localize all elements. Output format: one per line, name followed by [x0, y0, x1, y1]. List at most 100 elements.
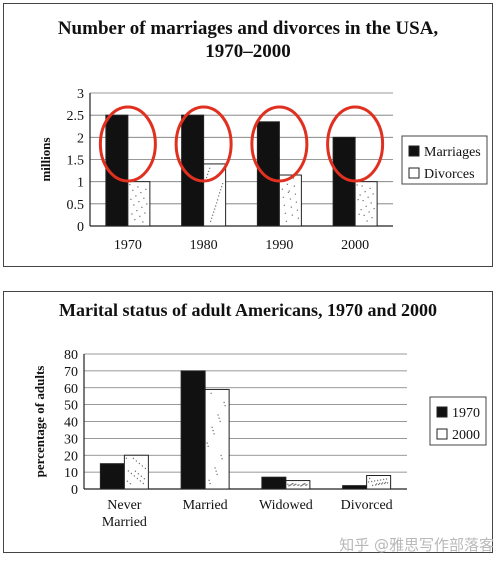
bar-texture-dot	[214, 205, 217, 207]
bar-texture-dot	[139, 215, 141, 218]
bar-texture-dot	[213, 208, 216, 210]
bar-texture-dot	[293, 185, 296, 187]
x-category-label: Married	[102, 515, 147, 530]
y-tick-label: 50	[64, 399, 78, 414]
bar-texture-dot	[300, 485, 302, 487]
bar-texture-dot	[284, 212, 287, 214]
bar-texture-dot	[137, 473, 140, 475]
bar-texture-dot	[215, 202, 218, 204]
bar-texture-dot	[375, 483, 378, 485]
y-tick-label: 1.5	[67, 154, 85, 169]
bar-texture-dot	[302, 483, 304, 486]
y-tick-label: 60	[64, 382, 78, 397]
y-tick-label: 10	[64, 466, 78, 481]
annotation-circle	[250, 105, 309, 183]
marriages-divorces-chart-panel: Number of marriages and divorces in the …	[3, 3, 493, 267]
bar-texture-dot	[130, 198, 132, 201]
y-tick-label: 20	[64, 449, 78, 464]
bar-texture-dot	[363, 214, 365, 217]
bar-texture-dot	[213, 433, 215, 435]
chart1-title: Number of marriages and divorces in the …	[4, 17, 492, 63]
chart2-title: Marital status of adult Americans, 1970 …	[59, 300, 437, 320]
bar-texture-dot	[361, 185, 363, 187]
x-category-label: 1990	[265, 238, 293, 253]
bar-texture-dot	[143, 478, 146, 480]
bar-texture-dot	[291, 483, 293, 485]
bar-texture-dot	[132, 457, 135, 460]
bar-texture-dot	[208, 479, 210, 482]
y-tick-label: 0	[77, 220, 84, 235]
bar-texture-dot	[384, 481, 387, 484]
legend-swatch	[408, 167, 420, 179]
bar-texture-dot	[210, 217, 213, 219]
annotation-circle	[326, 105, 385, 183]
legend-label: 2000	[452, 428, 480, 443]
bar-texture-dot	[217, 414, 219, 416]
bar-texture-dot	[281, 188, 284, 190]
bar-texture-dot	[144, 467, 147, 470]
bar-texture-dot	[283, 204, 286, 206]
bar-texture-dot	[305, 484, 307, 486]
bar-2000	[366, 475, 392, 490]
bar-texture-dot	[221, 458, 223, 460]
chart1-title-line1: Number of marriages and divorces in the …	[57, 18, 439, 39]
bar-texture-dot	[207, 445, 209, 448]
x-category-label: Married	[183, 498, 228, 513]
bar-texture-dot	[209, 220, 212, 223]
bar-texture-dot	[287, 483, 289, 485]
bar-texture-dot	[129, 483, 132, 485]
bar-texture-dot	[294, 193, 297, 195]
bar-texture-dot	[290, 206, 293, 208]
bar-texture-dot	[373, 207, 375, 210]
bar-texture-dot	[383, 482, 386, 485]
bar-texture-dot	[212, 211, 215, 213]
bar-texture-dot	[373, 480, 376, 482]
x-category-label: 1980	[190, 238, 218, 253]
bar-texture-dot	[212, 429, 214, 432]
bar-texture-dot	[358, 213, 360, 216]
bar-texture-dot	[366, 220, 368, 222]
x-category-label: 1970	[114, 238, 142, 253]
bar-texture-dot	[215, 470, 217, 472]
bar-texture-dot	[365, 205, 367, 208]
y-tick-label: 2	[77, 131, 84, 146]
bar-texture-dot	[133, 204, 135, 206]
y-tick-label: 30	[64, 432, 78, 447]
bar-texture-dot	[371, 216, 373, 219]
bar-texture-dot	[206, 442, 208, 444]
bar-texture-dot	[282, 196, 285, 198]
bar-1970	[99, 463, 125, 490]
bar-1970	[261, 476, 287, 490]
bar-texture-dot	[371, 484, 374, 487]
bar-marriages	[256, 121, 280, 227]
bar-texture-dot	[374, 484, 377, 486]
bar-texture-dot	[145, 188, 147, 191]
legend-label: Marriages	[424, 145, 481, 160]
bar-texture-dot	[131, 213, 133, 215]
bar-texture-dot	[359, 194, 361, 196]
bar-texture-dot	[287, 191, 290, 194]
bar-texture-dot	[208, 167, 211, 170]
bar-texture-dot	[288, 485, 290, 487]
bar-texture-dot	[206, 173, 209, 176]
bar-texture-dot	[364, 190, 366, 193]
bar-texture-dot	[137, 186, 139, 188]
x-category-label: Never	[107, 498, 142, 513]
bar-texture-dot	[143, 197, 145, 200]
bar-texture-dot	[140, 191, 142, 194]
bar-texture-dot	[141, 206, 143, 209]
y-tick-label: 3	[77, 87, 84, 102]
bar-texture-dot	[378, 482, 381, 485]
chart1-plot: 0 0.5 1 1.5 2 2.5 3 millions 1970 1980 1990 2000 Mar…	[38, 87, 488, 253]
bar-texture-dot	[285, 220, 288, 223]
bar-texture-dot	[360, 208, 362, 211]
bar-texture-dot	[370, 202, 372, 204]
bar-texture-dot	[216, 199, 219, 201]
bar-texture-dot	[295, 201, 298, 203]
annotation-circle	[98, 105, 157, 183]
bar-texture-dot	[296, 209, 299, 211]
legend-swatch	[408, 145, 420, 157]
bar-texture-dot	[209, 482, 211, 485]
bar-1970	[180, 370, 206, 490]
